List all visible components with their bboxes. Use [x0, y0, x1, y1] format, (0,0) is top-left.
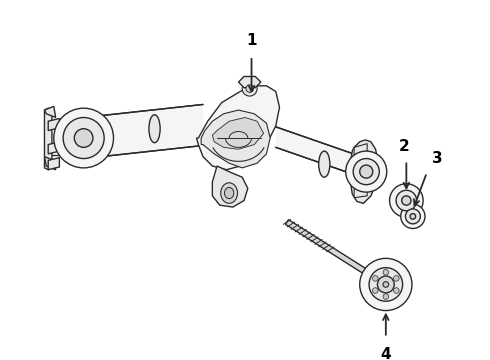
Polygon shape: [276, 127, 362, 177]
Text: 4: 4: [381, 347, 391, 360]
Ellipse shape: [149, 115, 160, 143]
Circle shape: [54, 108, 114, 168]
Circle shape: [242, 81, 257, 96]
Text: 1: 1: [246, 33, 257, 49]
Polygon shape: [84, 104, 203, 158]
Polygon shape: [201, 110, 270, 168]
Text: 3: 3: [432, 151, 442, 166]
Circle shape: [63, 117, 104, 158]
Circle shape: [74, 129, 93, 147]
Circle shape: [360, 165, 373, 178]
Polygon shape: [45, 106, 56, 117]
Circle shape: [405, 209, 420, 224]
Polygon shape: [196, 86, 279, 170]
Circle shape: [396, 190, 416, 211]
Circle shape: [393, 288, 399, 293]
Circle shape: [369, 268, 403, 301]
Text: 2: 2: [399, 139, 410, 154]
Circle shape: [360, 258, 412, 311]
Polygon shape: [212, 117, 264, 149]
Polygon shape: [354, 185, 367, 198]
Polygon shape: [239, 76, 261, 88]
Circle shape: [377, 276, 394, 293]
Circle shape: [372, 276, 378, 281]
Circle shape: [390, 184, 423, 217]
Ellipse shape: [221, 183, 238, 203]
Polygon shape: [354, 144, 367, 157]
Ellipse shape: [318, 151, 330, 177]
Polygon shape: [45, 157, 56, 170]
Polygon shape: [286, 220, 380, 282]
Polygon shape: [212, 166, 248, 207]
Circle shape: [410, 213, 416, 219]
Circle shape: [383, 294, 389, 300]
Polygon shape: [350, 140, 378, 203]
Polygon shape: [45, 108, 52, 170]
Ellipse shape: [224, 188, 234, 199]
Circle shape: [346, 151, 387, 192]
Circle shape: [383, 282, 389, 287]
Circle shape: [353, 158, 379, 185]
Circle shape: [393, 276, 399, 281]
Circle shape: [383, 270, 389, 275]
Polygon shape: [48, 158, 59, 170]
Circle shape: [401, 204, 425, 229]
Circle shape: [402, 196, 411, 205]
Circle shape: [246, 85, 253, 92]
Polygon shape: [48, 142, 59, 154]
Circle shape: [372, 288, 378, 293]
Polygon shape: [48, 118, 59, 131]
